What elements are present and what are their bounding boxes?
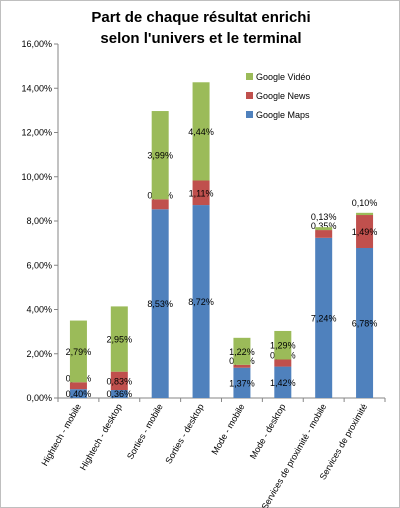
data-label: 0,13% (311, 212, 337, 222)
y-tick-label: 10,00% (21, 172, 52, 182)
data-label: 0,36% (107, 389, 133, 399)
chart-title: Part de chaque résultat enrichi selon l'… (1, 7, 400, 49)
legend-swatch (246, 111, 253, 118)
legend-label: Google Maps (256, 110, 310, 120)
y-tick-label: 8,00% (26, 216, 52, 226)
bar-segment (192, 180, 210, 206)
x-category-label: Sorties - mobile (125, 402, 165, 461)
bar-segment (192, 205, 210, 398)
bar-segment (315, 230, 333, 238)
chart-title-line-2: selon l'univers et le terminal (100, 30, 302, 47)
data-label: 3,99% (147, 151, 173, 161)
x-category-label: Hightech - desktop (78, 402, 124, 472)
legend-swatch (246, 73, 253, 80)
data-label: 0,10% (352, 198, 378, 208)
bar-segment (192, 82, 210, 181)
bar-segment (233, 337, 251, 365)
bar-segment (274, 359, 292, 367)
bar-segment (110, 371, 128, 391)
x-category-label: Hightech - mobile (39, 402, 83, 468)
bar-segment (233, 367, 251, 398)
bar-segment (274, 330, 292, 360)
bar-segment (69, 382, 87, 390)
bar-segment (110, 306, 128, 372)
y-tick-label: 16,00% (21, 39, 52, 49)
bar-segment (233, 364, 251, 368)
bar-segment (69, 389, 87, 398)
bar-segment (315, 227, 333, 231)
y-tick-label: 14,00% (21, 83, 52, 93)
data-label: 1,49% (352, 227, 378, 237)
bar-segment (151, 209, 169, 398)
bar-segment (151, 111, 169, 200)
data-label: 0,83% (107, 376, 133, 386)
data-label: 8,72% (188, 297, 214, 307)
data-label: 1,37% (229, 378, 255, 388)
bar-segment (356, 215, 374, 248)
legend-label: Google Vidéo (256, 72, 310, 82)
y-tick-label: 12,00% (21, 128, 52, 138)
x-category-label: Mode - desktop (248, 402, 288, 461)
data-label: 7,24% (311, 313, 337, 323)
data-label: 1,29% (270, 341, 296, 351)
data-label: 2,79% (66, 347, 92, 357)
data-label: 0,35% (311, 221, 337, 231)
x-category-label: Services de proximité (318, 402, 370, 482)
y-tick-label: 4,00% (26, 305, 52, 315)
bar-segment (151, 199, 169, 210)
data-label: 1,42% (270, 378, 296, 388)
bar-segment (315, 237, 333, 398)
legend-label: Google News (256, 91, 311, 101)
legend-swatch (246, 92, 253, 99)
bar-segment (274, 366, 292, 398)
data-label: 0,40% (66, 389, 92, 399)
y-tick-label: 6,00% (26, 260, 52, 270)
data-label: 1,11% (189, 188, 214, 198)
bar-segment (69, 320, 87, 383)
bar-segment (110, 390, 128, 398)
x-category-label: Sorties - desktop (163, 402, 205, 465)
bar-segment (356, 247, 374, 398)
data-label: 8,53% (147, 299, 173, 309)
x-category-label: Mode - mobile (209, 402, 246, 456)
y-tick-label: 2,00% (26, 349, 52, 359)
data-label: 6,78% (352, 318, 378, 328)
bar-segment (356, 212, 374, 216)
y-tick-label: 0,00% (26, 393, 52, 403)
data-label: 1,22% (229, 347, 255, 357)
data-label: 4,44% (188, 127, 214, 137)
chart-title-line-1: Part de chaque résultat enrichi (91, 9, 311, 26)
data-label: 2,95% (107, 335, 133, 345)
